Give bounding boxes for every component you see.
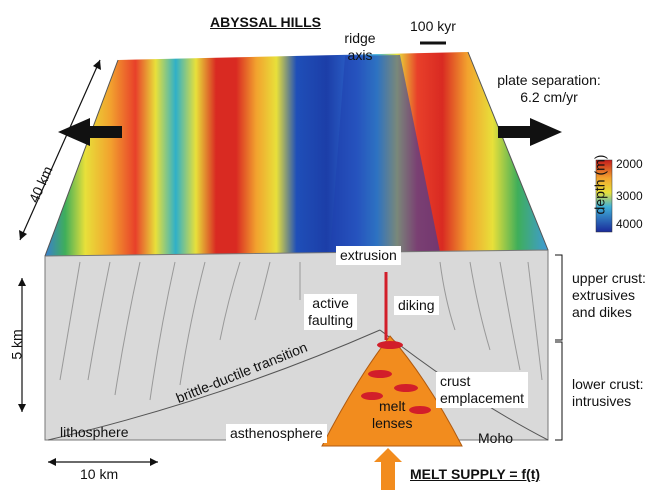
lithosphere-label: lithosphere	[60, 424, 129, 440]
melt-supply-arrow	[374, 448, 402, 490]
depth-scale-label: 5 km	[8, 329, 25, 360]
right-plate-arrow	[498, 118, 562, 146]
lower-crust-brace	[555, 341, 563, 441]
extrusion-label: extrusion	[336, 246, 401, 265]
melt-supply-label: MELT SUPPLY = f(t)	[410, 466, 541, 482]
crust-emplacement-label: crust emplacement	[436, 372, 529, 408]
upper-crust-label: upper crust: extrusives and dikes	[572, 270, 646, 320]
plate-separation-label: plate separation: 6.2 cm/yr	[497, 72, 601, 105]
diking-label: diking	[394, 296, 439, 315]
melt-lenses-label: melt lenses	[372, 398, 413, 431]
time-scale-label: 100 kyr	[410, 18, 456, 34]
depth-legend-title: depth (m)	[591, 154, 608, 215]
along-axis-arrow	[19, 59, 101, 241]
ridge-axis-label: ridge axis	[344, 30, 376, 63]
fault-lines	[59, 261, 543, 401]
bathymetry-surface	[45, 52, 548, 256]
legend-tick-4000: 4000	[616, 217, 643, 231]
melt-body	[321, 335, 463, 447]
active-faulting-label: active faulting	[304, 294, 358, 330]
legend-tick-3000: 3000	[616, 189, 643, 203]
width-scale-label: 10 km	[80, 466, 119, 482]
ridge-axis-trough	[330, 55, 440, 254]
melt-lenses	[361, 341, 431, 414]
asthenosphere-label: asthenosphere	[226, 424, 327, 443]
depth-legend-bar	[595, 159, 613, 233]
lower-crust-label: lower crust: intrusives	[572, 376, 644, 409]
upper-crust-brace	[555, 254, 563, 341]
legend-tick-2000: 2000	[616, 157, 643, 171]
moho-label: Moho	[478, 430, 514, 446]
abyssal-hills-title: ABYSSAL HILLS	[210, 14, 321, 30]
left-plate-arrow	[58, 118, 122, 146]
brittle-ductile-line	[47, 329, 381, 441]
